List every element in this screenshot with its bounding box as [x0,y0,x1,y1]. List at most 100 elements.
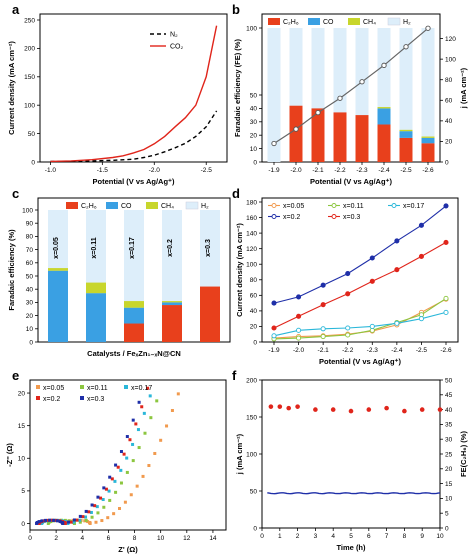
panel-f-fe-point [268,404,274,409]
panel-d-point [418,222,424,228]
panel-c-legend-label: H₂ [201,203,209,210]
panel-b-j-point [315,109,321,116]
panel-e-point [84,518,88,522]
panel-e-point [122,452,126,456]
panel-b-xtick-label: -2.4 [378,167,390,174]
panel-e-point [146,386,150,390]
panel-d-point [271,333,277,339]
panel-e-point [131,459,135,463]
panel-f-j-line [267,492,441,495]
panel-f-ytick-label: 45 [445,392,453,399]
panel-e-point [35,520,39,524]
panel-d-legend-label: x=0.11 [343,203,364,210]
panel-c-bar-0 [162,305,182,342]
panel-e-ylabel: -Z'' (Ω) [5,443,14,467]
panel-a-legend-label: CO₂ [170,44,184,51]
panel-f-xtick-label: 8 [403,533,407,540]
panel-d-legend-label: x=0.05 [283,203,304,210]
panel-e-point [108,498,112,502]
panel-d-series-line [273,205,447,304]
panel-e-point [72,520,76,524]
panel-e-point [119,450,123,454]
panel-e-point [90,503,94,507]
panel-f-fe-point [384,405,389,411]
panel-f-xtick-label: 3 [314,533,318,540]
panel-d-point [271,300,277,306]
panel-e-legend-marker [36,385,40,389]
panel-a-xtick-label: -2.5 [201,167,213,174]
panel-c-xlabel: Catalysts / FeₓZn₁₋ₓN@CN [87,349,181,358]
panel-e-point [119,468,123,472]
panel-c-ytick-label: 80 [26,234,34,241]
panel-e-ytick-label: 20 [18,390,26,397]
panel-c-category-label: x=0.11 [91,237,98,258]
panel-e-point [96,495,100,499]
panel-a-xtick-label: -1.0 [45,167,57,174]
panel-e-ytick-label: 10 [18,456,26,463]
panel-b-legend-swatch [348,18,360,25]
panel-b-ytick-label: 10 [250,146,258,153]
panel-e-point [148,394,152,398]
panel-b-bar-0 [377,124,391,162]
panel-e-point [155,399,159,403]
panel-d-xtick-label: -2.5 [416,347,428,354]
panel-c-legend-label: C₂H₆ [81,203,97,210]
panel-b-ytick-label: 40 [250,106,258,113]
panel-e-point [176,392,180,396]
panel-b-bar-1 [399,131,413,138]
panel-e-point [102,486,106,490]
panel-e-point [61,521,65,525]
panel-f-xtick-label: 1 [278,533,282,540]
panel-c-bar-2 [86,282,106,294]
panel-b-bar-0 [399,137,413,162]
panel-e-point [114,463,118,467]
panel-e-letter: e [12,368,19,383]
panel-e-point [87,510,91,514]
panel-d-point [418,253,424,259]
panel-d-ytick-label: 100 [246,262,257,269]
panel-d-legend-label: x=0.17 [403,203,424,210]
panel-f-fe-point [295,404,300,409]
panel-b-j-line [273,27,429,145]
panel-d-series-line [273,297,447,340]
panel-f-xtick-label: 9 [420,533,424,540]
panel-b-ytick-label: 0 [253,159,257,166]
panel-f-ytick-label: 30 [445,437,453,444]
panel-d-xlabel: Potential (V vs Ag/Ag⁺) [319,357,402,366]
panel-d-ylabel: Current density (mA cm⁻²) [235,223,244,317]
panel-b-j-point [381,62,387,68]
panel-b-xtick-label: -2.5 [400,167,412,174]
panel-b-legend-label: C₂H₆ [283,19,299,26]
panel-e-point [104,487,108,491]
panel-d-point [443,309,449,315]
panel-e-legend-label: x=0.3 [87,396,104,403]
panel-b-bar-2 [421,136,435,138]
panel-d-point [394,320,400,326]
panel-b-xtick-label: -2.3 [356,167,368,174]
panel-e-point [69,520,73,524]
panel-c-bar-2 [124,301,144,308]
panel-e-point [52,518,56,522]
panel-a-xtick-label: -1.5 [97,167,109,174]
panel-f-xlabel: Time (h) [336,543,366,552]
panel-c-ytick-label: 100 [22,207,33,214]
panel-f-fe-point [330,407,336,412]
panel-e-point [128,438,132,442]
panel-e-point [78,520,82,524]
panel-e-point [102,505,106,509]
panel-e-point [147,464,151,468]
panel-b-xtick-label: -2.6 [422,167,434,174]
panel-d-legend-label: x=0.2 [283,214,300,221]
panel-d-legend-marker [331,214,337,219]
panel-e-point [143,431,147,435]
panel-c-legend-swatch [106,202,118,209]
panel-b-legend-label: H₂ [403,19,411,26]
panel-e-point [106,516,110,520]
panel-e-legend-label: x=0.2 [43,396,60,403]
panel-c-legend-label: CH₄ [161,203,174,210]
panel-a-ytick-label: 200 [24,46,35,53]
panel-d-point [345,291,351,297]
panel-c-bar-1 [124,307,144,324]
panel-d-ytick-label: 80 [250,277,258,284]
panel-e-point [94,520,98,524]
